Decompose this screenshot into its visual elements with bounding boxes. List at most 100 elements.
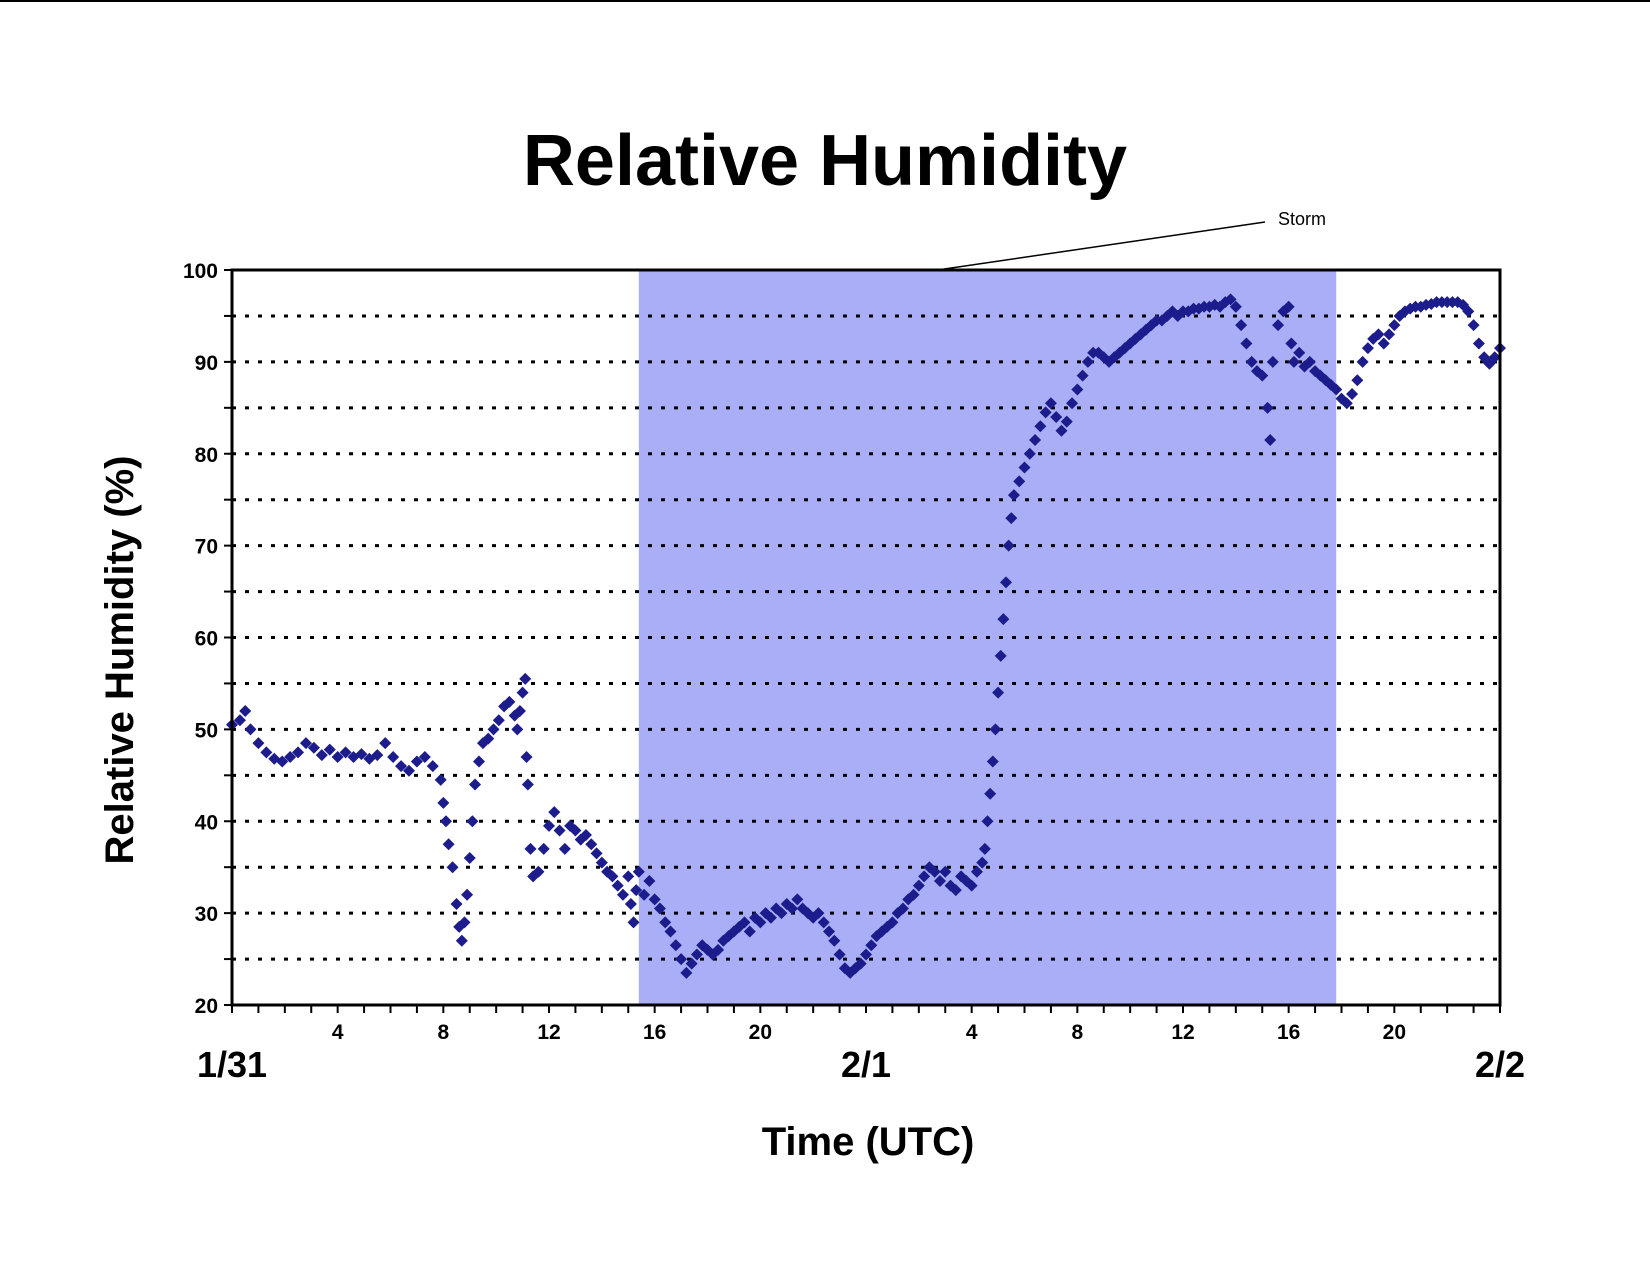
x-tick-label: 20 [1383,1021,1406,1044]
data-point-57 [537,842,550,855]
data-point-127 [896,902,909,915]
data-point-4 [252,737,265,750]
data-point-111 [812,907,825,920]
data-point-212 [1303,355,1316,368]
data-point-135 [939,865,952,878]
data-point-228 [1388,319,1401,332]
y-axis-title: Relative Humidity (%) [98,456,142,865]
data-point-113 [823,925,836,938]
data-point-159 [1034,420,1047,433]
data-point-5 [260,746,273,759]
data-point-15 [339,746,352,759]
data-point-43 [487,723,500,736]
data-point-61 [558,842,571,855]
data-point-119 [854,957,867,970]
data-point-22 [395,760,408,773]
data-point-48 [511,723,524,736]
data-point-209 [1287,355,1300,368]
data-point-121 [865,939,878,952]
data-point-53 [521,778,534,791]
data-point-39 [469,778,482,791]
data-point-54 [524,842,537,855]
data-point-161 [1044,397,1057,410]
top-border-rule [0,0,1650,2]
storm-annotation-leader [937,221,1266,271]
data-point-242 [1462,305,1475,318]
data-point-226 [1377,337,1390,350]
data-point-143 [978,842,991,855]
data-point-104 [775,907,788,920]
data-point-73 [622,870,635,883]
data-point-219 [1340,397,1353,410]
y-tick-label: 90 [195,352,218,375]
data-point-38 [466,815,479,828]
date-label-1: 2/1 [841,1044,891,1085]
y-tick-label: 70 [195,536,218,559]
data-point-30 [442,838,455,851]
y-tick-label: 60 [195,628,218,651]
data-point-40 [472,755,485,768]
data-point-201 [1256,369,1269,382]
data-point-66 [585,838,598,851]
data-point-21 [387,750,400,763]
x-tick-label: 16 [1277,1021,1300,1044]
data-point-152 [1002,539,1015,552]
data-point-68 [595,856,608,869]
x-tick-label: 16 [643,1021,666,1044]
data-point-74 [624,897,637,910]
data-point-59 [548,806,561,819]
data-point-158 [1029,433,1042,446]
data-point-42 [482,732,495,745]
data-point-120 [860,948,872,961]
data-point-115 [833,948,846,961]
data-point-130 [912,879,925,892]
data-point-35 [458,916,471,929]
data-point-225 [1372,328,1385,341]
data-point-162 [1050,411,1063,423]
data-point-217 [1330,383,1343,396]
data-point-125 [886,916,899,929]
data-point-80 [648,893,661,906]
chart-title: Relative Humidity [523,121,1127,201]
data-point-60 [553,824,566,837]
data-point-151 [1000,576,1013,589]
data-point-100 [754,916,767,929]
data-point-150 [997,613,1010,626]
data-point-1 [233,714,246,727]
data-point-34 [455,934,468,947]
data-point-106 [786,902,799,915]
data-point-167 [1076,369,1089,382]
data-point-114 [828,934,841,947]
data-point-155 [1013,475,1026,488]
data-point-83 [664,925,677,938]
data-point-227 [1383,328,1396,341]
data-point-81 [653,902,666,915]
x-tick-label: 8 [1071,1021,1083,1044]
data-point-58 [543,819,555,832]
data-point-88 [690,948,703,961]
data-point-199 [1245,355,1258,368]
data-point-29 [439,815,452,828]
data-point-78 [638,888,651,901]
data-point-85 [675,953,688,966]
data-point-52 [520,750,533,763]
x-tick-label: 20 [749,1021,772,1044]
data-point-3 [244,723,257,736]
data-point-8 [284,750,297,763]
data-point-247 [1488,351,1501,364]
data-point-147 [989,723,1002,736]
data-point-137 [949,884,962,897]
y-tick-label: 20 [195,995,218,1018]
data-point-25 [418,750,431,763]
data-point-220 [1346,388,1359,401]
data-point-156 [1018,461,1031,474]
data-point-196 [1229,300,1242,313]
data-point-145 [984,787,997,800]
y-tick-label: 30 [195,903,218,926]
x-axis-ticks: 4 8 12 16 20 4 8 12 16 20 [231,1005,1501,1044]
date-label-2: 2/2 [1475,1044,1525,1085]
data-point-203 [1264,433,1277,446]
data-point-149 [994,649,1007,662]
data-point-243 [1467,319,1480,332]
data-point-65 [579,829,592,842]
